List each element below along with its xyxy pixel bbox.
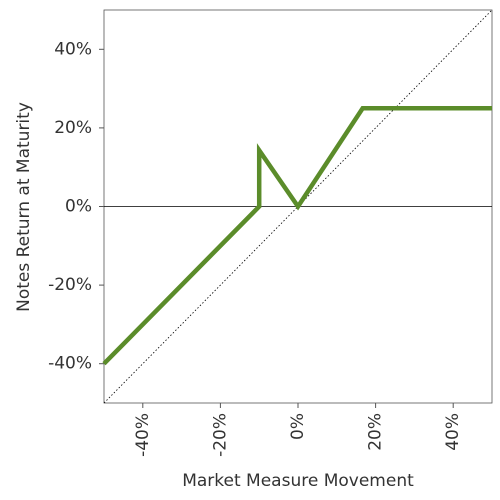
y-tick-label: 0%	[65, 197, 92, 217]
x-axis-label: Market Measure Movement	[182, 471, 414, 491]
y-axis-label: Notes Return at Maturity	[14, 102, 34, 312]
x-tick-label: -40%	[133, 413, 153, 457]
x-tick-label: -20%	[210, 413, 230, 457]
payoff-line	[102, 106, 492, 366]
y-tick-label: 40%	[54, 39, 92, 59]
x-tick-label: 20%	[366, 413, 386, 451]
y-tick-label: -40%	[48, 354, 92, 374]
reference-line	[103, 9, 493, 404]
x-tick-label: 40%	[443, 413, 463, 451]
y-tick-label: -20%	[48, 275, 92, 295]
x-tick-label: 0%	[288, 413, 308, 440]
y-tick-label: 20%	[54, 118, 92, 138]
